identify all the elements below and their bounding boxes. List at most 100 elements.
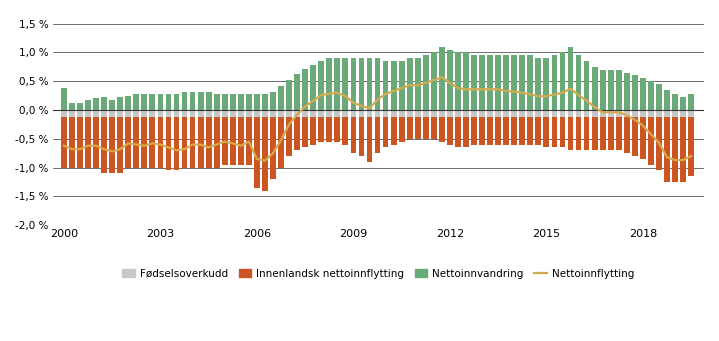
Bar	[664, 118, 670, 182]
Bar	[85, 110, 91, 118]
Bar	[495, 55, 501, 110]
Bar	[238, 94, 244, 110]
Bar	[503, 110, 509, 118]
Bar	[294, 74, 300, 110]
Bar	[85, 118, 91, 167]
Bar	[648, 118, 654, 165]
Bar	[479, 55, 485, 110]
Bar	[117, 97, 123, 110]
Bar	[616, 110, 622, 118]
Bar	[286, 80, 292, 110]
Bar	[77, 110, 83, 118]
Bar	[262, 94, 268, 110]
Bar	[672, 94, 678, 110]
Bar	[648, 81, 654, 110]
Bar	[286, 110, 292, 118]
Bar	[206, 110, 211, 118]
Bar	[238, 118, 244, 165]
Bar	[150, 110, 155, 118]
Bar	[576, 110, 582, 118]
Bar	[407, 118, 413, 139]
Bar	[190, 118, 196, 167]
Bar	[511, 110, 517, 118]
Bar	[390, 118, 396, 145]
Bar	[399, 118, 405, 142]
Bar	[173, 118, 180, 170]
Bar	[519, 110, 525, 118]
Bar	[447, 118, 453, 145]
Bar	[664, 110, 670, 118]
Bar	[254, 118, 260, 188]
Bar	[455, 118, 461, 147]
Bar	[150, 94, 155, 110]
Bar	[222, 94, 228, 110]
Bar	[117, 110, 123, 118]
Bar	[479, 118, 485, 145]
Bar	[495, 110, 501, 118]
Bar	[342, 118, 348, 145]
Bar	[375, 118, 380, 153]
Bar	[334, 118, 340, 142]
Bar	[656, 118, 662, 170]
Bar	[503, 55, 509, 110]
Bar	[479, 110, 485, 118]
Bar	[511, 55, 517, 110]
Bar	[536, 58, 541, 110]
Bar	[359, 110, 365, 118]
Bar	[85, 100, 91, 110]
Bar	[608, 118, 613, 150]
Bar	[125, 95, 131, 110]
Bar	[495, 118, 501, 145]
Bar	[93, 99, 99, 110]
Bar	[544, 118, 549, 147]
Bar	[551, 110, 557, 118]
Bar	[616, 118, 622, 150]
Bar	[142, 94, 147, 110]
Bar	[423, 55, 429, 110]
Bar	[311, 118, 316, 145]
Bar	[270, 92, 276, 110]
Bar	[311, 110, 316, 118]
Bar	[302, 69, 308, 110]
Bar	[688, 94, 694, 110]
Bar	[182, 118, 188, 167]
Bar	[69, 118, 75, 167]
Bar	[230, 94, 236, 110]
Bar	[592, 110, 597, 118]
Bar	[302, 110, 308, 118]
Bar	[632, 75, 638, 110]
Bar	[157, 118, 163, 167]
Bar	[246, 118, 252, 165]
Bar	[182, 92, 188, 110]
Bar	[567, 118, 574, 150]
Bar	[198, 118, 203, 167]
Bar	[206, 118, 211, 167]
Bar	[447, 110, 453, 118]
Bar	[528, 118, 533, 145]
Bar	[294, 110, 300, 118]
Bar	[101, 118, 107, 173]
Bar	[528, 55, 533, 110]
Bar	[471, 55, 477, 110]
Bar	[551, 55, 557, 110]
Bar	[134, 94, 139, 110]
Bar	[367, 118, 372, 162]
Bar	[134, 110, 139, 118]
Bar	[342, 110, 348, 118]
Bar	[431, 118, 436, 139]
Bar	[559, 118, 565, 147]
Bar	[278, 118, 284, 167]
Bar	[238, 110, 244, 118]
Bar	[536, 118, 541, 145]
Bar	[680, 118, 686, 182]
Bar	[294, 118, 300, 150]
Bar	[664, 90, 670, 110]
Bar	[544, 110, 549, 118]
Bar	[278, 86, 284, 110]
Bar	[214, 110, 219, 118]
Bar	[383, 110, 388, 118]
Bar	[584, 118, 590, 150]
Bar	[311, 65, 316, 110]
Bar	[439, 118, 445, 142]
Bar	[302, 118, 308, 147]
